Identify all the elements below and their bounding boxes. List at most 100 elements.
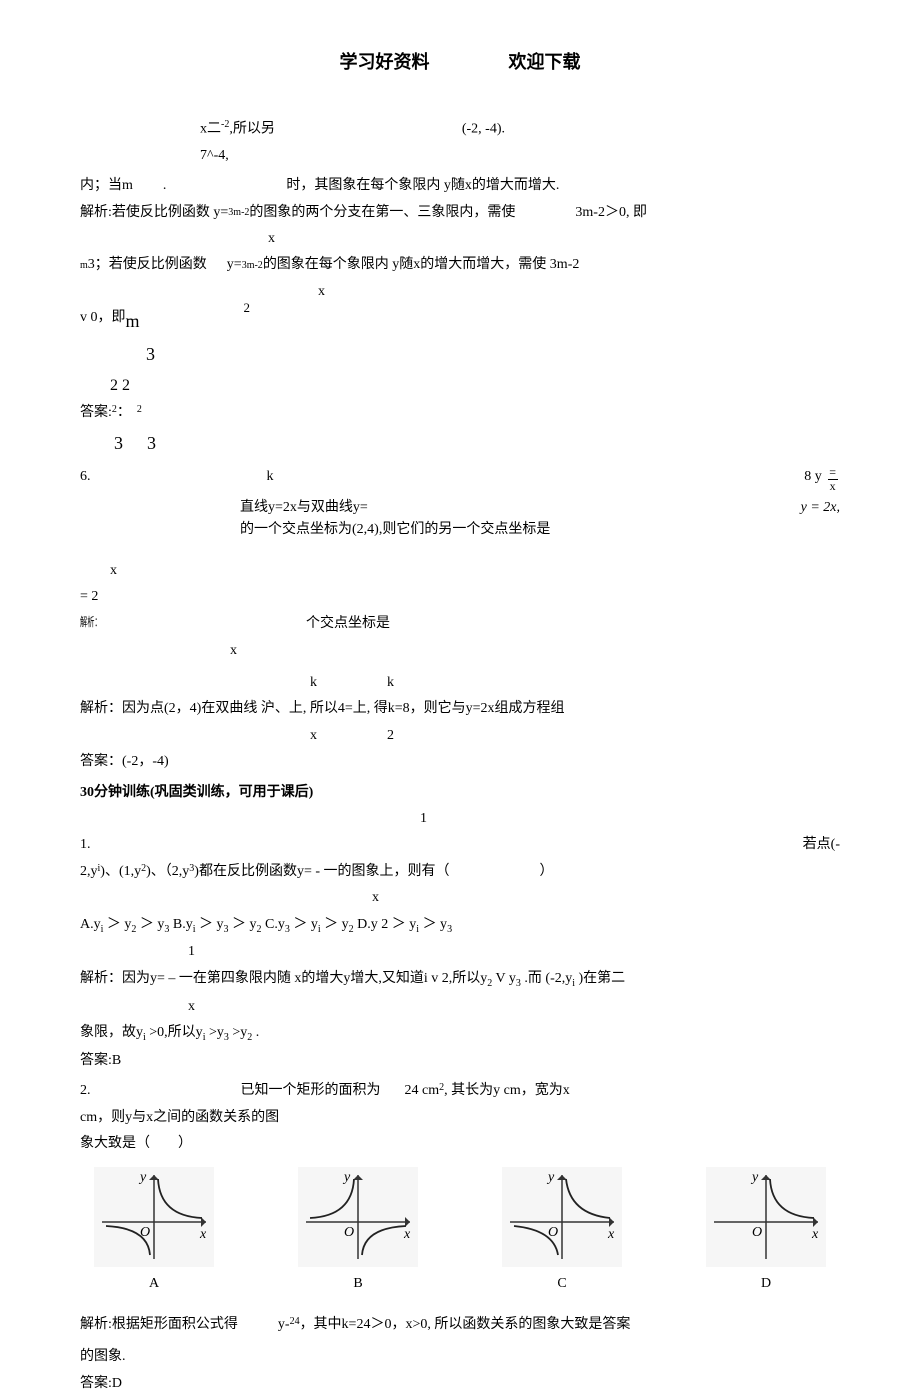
chart-label-C: C bbox=[492, 1273, 632, 1295]
p2-an2: 的图象. bbox=[80, 1346, 840, 1368]
chart-A: yxOA bbox=[84, 1167, 224, 1295]
p1-p2c: )、（2,y bbox=[146, 861, 189, 883]
p1-optA: ＞ y bbox=[107, 917, 132, 932]
q6-r1a: 8 y bbox=[804, 469, 822, 484]
svg-text:x: x bbox=[811, 1227, 819, 1242]
p1-an2b: >0,所以y bbox=[149, 1025, 202, 1040]
p1-sepC2: ＞ y bbox=[293, 917, 318, 932]
chart-label-A: A bbox=[84, 1273, 224, 1295]
question-5: 内；当m . 时，其图象在每个象限内 y随x的增大而增大. 解析:若使反比例函数… bbox=[80, 175, 840, 457]
p1-sep1: ＞ y bbox=[140, 917, 165, 932]
q5-ans-a: 答案: bbox=[80, 402, 112, 424]
q6-line1: 直线y=2x与双曲线y= bbox=[240, 497, 550, 519]
p1-p1a: 若点(- bbox=[803, 834, 840, 856]
p1-sepD2: ＞ y bbox=[392, 917, 417, 932]
p1-oA2: 2 bbox=[131, 923, 136, 934]
p1-anx: x bbox=[188, 996, 840, 1018]
svg-text:O: O bbox=[344, 1225, 354, 1240]
q6-midx: x bbox=[230, 640, 840, 662]
p1-oC2: i bbox=[318, 923, 321, 934]
q5-ans-d: 2 bbox=[137, 402, 142, 418]
q6-line2: 的一个交点坐标为(2,4),则它们的另一个交点坐标是 bbox=[240, 519, 550, 541]
p2-an1b: y- bbox=[278, 1314, 290, 1336]
p1-optB: B.y bbox=[173, 917, 193, 932]
p1-x: x bbox=[372, 887, 840, 909]
p1-an-si: i bbox=[572, 978, 575, 989]
q6-ank2: k bbox=[387, 672, 394, 694]
problem-2: 2. 已知一个矩形的面积为 24 cm2 , 其长为y cm，宽为x cm，则y… bbox=[80, 1080, 840, 1395]
q5-p2b: 3m bbox=[228, 205, 241, 221]
q6-eq-a: = 2 bbox=[80, 586, 126, 608]
q5-p4a: v 0，即 bbox=[80, 307, 126, 329]
q5-frac1den: x bbox=[268, 228, 840, 250]
p1-oB2: 3 bbox=[224, 923, 229, 934]
svg-text:O: O bbox=[752, 1225, 762, 1240]
p2-l1: 已知一个矩形的面积为 bbox=[241, 1080, 381, 1102]
q6-ana: 解析：因为点(2，4)在双曲线 沪、上, 所以4=上, 得k=8，则它与y=2x… bbox=[80, 698, 840, 720]
p1-an1d: .而 (-2,y bbox=[524, 971, 572, 986]
fragment-top: x二-2,所以另 (-2, -4). 7^-4, bbox=[200, 117, 840, 167]
chart-label-D: D bbox=[696, 1273, 836, 1295]
page-header: 学习好资料 欢迎下载 bbox=[80, 48, 840, 77]
p1-sepC3: ＞ y bbox=[324, 917, 349, 932]
svg-text:x: x bbox=[199, 1227, 207, 1242]
chart-D: yxOD bbox=[696, 1167, 836, 1295]
p1-sepD3: ＞ y bbox=[423, 917, 448, 932]
q5-p3f: -2 bbox=[254, 258, 262, 274]
p1-an2: 象限，故y bbox=[80, 1025, 143, 1040]
p1-an-s3: 3 bbox=[516, 978, 521, 989]
q5-p2e: 3m-2＞0, 即 bbox=[575, 202, 647, 224]
p1-p2b: )、(1,y bbox=[100, 861, 141, 883]
p1-optD: D.y 2 bbox=[357, 917, 388, 932]
q6-num: 6. bbox=[80, 466, 100, 488]
frag-l1c: ,所以另 bbox=[229, 121, 275, 136]
q5-ans-c: ： bbox=[117, 402, 131, 424]
q6-ans: 答案：(-2，-4) bbox=[80, 751, 840, 773]
q5-ans-den2: 3 bbox=[147, 429, 156, 458]
p2-an1d: ，其中k=24＞0，x bbox=[300, 1314, 413, 1336]
p1-optC: C.y bbox=[265, 917, 285, 932]
svg-text:y: y bbox=[138, 1170, 147, 1185]
p1-opts: A.y bbox=[80, 917, 101, 932]
header-right: 欢迎下载 bbox=[509, 48, 581, 77]
q6-eq-x: x bbox=[110, 560, 126, 582]
q6-right2: y = 2x, bbox=[801, 497, 840, 519]
q5-p3a-sup: m bbox=[80, 258, 88, 274]
q5-p2a: 解析:若使反比例函数 y= bbox=[80, 202, 228, 224]
problem-1: 1 1. 若点(- 2,yi )、(1,y2 )、（2,y3 )都在反比例函数y… bbox=[80, 808, 840, 1072]
p2-ans: 答案:D bbox=[80, 1373, 840, 1395]
dot: . bbox=[163, 175, 167, 197]
p1-an2e: . bbox=[256, 1025, 260, 1040]
p1-oB3: 2 bbox=[257, 923, 262, 934]
question-6: 6. k 8 y = x 直线y=2x与双曲线y= 的一个交点坐标为(2,4),… bbox=[80, 466, 840, 774]
q6-k: k bbox=[240, 466, 300, 488]
q6-r1den: x bbox=[828, 479, 838, 493]
q5-p4num: 2 bbox=[242, 301, 253, 315]
svg-text:y: y bbox=[546, 1170, 555, 1185]
p1-num: 1. bbox=[80, 834, 91, 856]
p1-an1e: )在第二 bbox=[579, 971, 626, 986]
p1-an-s2: 2 bbox=[487, 978, 492, 989]
svg-text:y: y bbox=[342, 1170, 351, 1185]
q5-ansrow: 2 2 bbox=[110, 373, 840, 399]
p1-p2d: )都在反比例函数y= - 一的图象上，则有（ bbox=[194, 861, 449, 883]
p1-an1a: 解析：因为y= – 一在第四象限内随 x的增大y增大,又知道i bbox=[80, 971, 428, 986]
q6-anx: x bbox=[310, 725, 317, 747]
p2-l3: 象大致是（ ） bbox=[80, 1133, 840, 1155]
q5-p1b: 时，其图象在每个象限内 y随x的增大而增大. bbox=[286, 175, 559, 197]
p2-an1a: 解析:根据矩形面积公式得 bbox=[80, 1314, 238, 1336]
p1-an2d: >y bbox=[232, 1025, 247, 1040]
frag-l1a: x二 bbox=[200, 121, 221, 136]
frag-l2: 7^-4, bbox=[200, 145, 840, 167]
chart-row: yxOA yxOB yxOC yxOD bbox=[80, 1167, 840, 1295]
p1-oA3: 3 bbox=[164, 923, 169, 934]
q5-p2d: 的图象的两个分支在第一、三象限内，需使 bbox=[249, 202, 515, 224]
q6-ank1: k bbox=[310, 672, 317, 694]
q6-r1b: = bbox=[827, 466, 838, 479]
p2-num: 2. bbox=[80, 1080, 91, 1102]
q5-ans-den1: 3 bbox=[114, 429, 123, 458]
frag-l1d: (-2, -4). bbox=[462, 121, 505, 136]
p1-oB1: i bbox=[193, 923, 196, 934]
p1-ans: 答案:B bbox=[80, 1050, 840, 1072]
p1-one: 1 bbox=[420, 808, 427, 830]
